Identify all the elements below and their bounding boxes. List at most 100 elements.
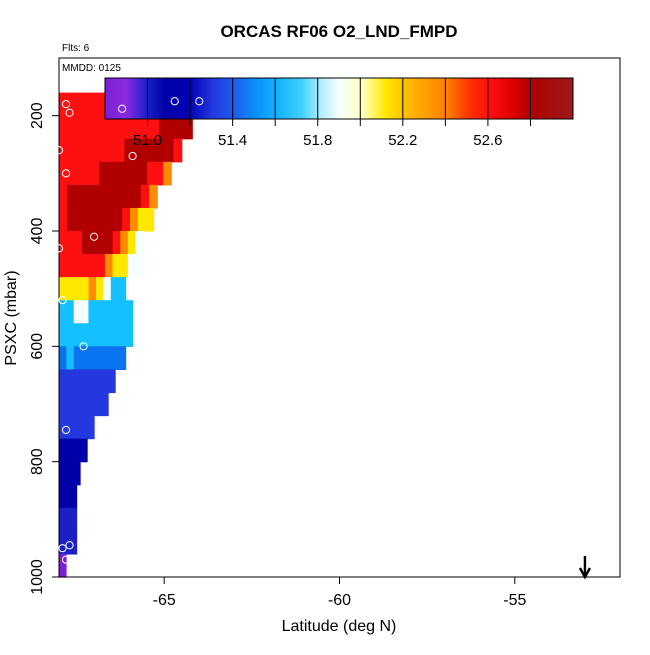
x-tick-label: -65 (153, 592, 176, 609)
heatmap-cell (96, 277, 105, 301)
heatmap-cell (101, 369, 109, 394)
heatmap-cell (110, 277, 119, 301)
flights-annotation: Flts: 6 (62, 43, 90, 54)
heatmap-cell (108, 115, 118, 140)
heatmap-cell (95, 300, 104, 324)
heatmap-cell (66, 207, 76, 232)
heatmap-cell (59, 415, 67, 440)
arrow-head (578, 567, 591, 580)
heatmap-cell (80, 369, 88, 394)
heatmap-cell (99, 161, 108, 186)
heatmap-cell (110, 346, 119, 370)
heatmap-cell (84, 92, 95, 117)
heatmap-cell (110, 300, 119, 324)
heatmap-cell (108, 184, 117, 209)
heatmap-cell (73, 277, 82, 301)
heatmap-cell (125, 300, 134, 324)
heatmap-cell (73, 346, 82, 370)
heatmap-cell (67, 115, 77, 140)
x-tick-label: -55 (503, 592, 526, 609)
heatmap-cell (150, 115, 160, 140)
heatmap-cell (97, 231, 106, 255)
heatmap-cell (117, 323, 126, 347)
heatmap-cell (120, 254, 129, 278)
heatmap-cell (81, 231, 91, 255)
heatmap-cell (83, 161, 92, 186)
heatmap-cell (131, 161, 140, 186)
heatmap-cell (157, 138, 166, 163)
heatmap-cell (59, 254, 68, 278)
heatmap-cell (83, 115, 93, 140)
observation-point (89, 232, 99, 241)
heatmap-cell (133, 115, 143, 140)
heatmap-cell (95, 323, 104, 347)
heatmap-cell (59, 138, 68, 163)
observation-point (58, 544, 67, 553)
heatmap-cell (135, 254, 144, 278)
heatmap-cell (59, 207, 68, 232)
heatmap-cell (67, 161, 76, 186)
heatmap-cell (59, 438, 67, 463)
heatmap-cell (67, 484, 78, 509)
heatmap-cell (75, 115, 85, 140)
heatmap-cell (67, 507, 78, 532)
observation-point (170, 97, 179, 106)
heatmap-cell (81, 346, 90, 370)
heatmap-cell (66, 323, 75, 347)
observation-point (58, 296, 67, 305)
observation-point (118, 104, 127, 113)
y-tick-label: 400 (29, 218, 46, 245)
heatmap-cell (118, 277, 127, 301)
heatmap-cell (97, 254, 106, 278)
heatmap-cell (59, 392, 67, 417)
date-annotation: MMDD: 0125 (62, 63, 121, 74)
heatmap-cell (73, 415, 81, 440)
heatmap-cell (89, 231, 98, 255)
heatmap-cell (125, 323, 134, 347)
heatmap-cell (88, 277, 97, 301)
heatmap-cell (98, 207, 107, 232)
heatmap-cell (76, 92, 86, 117)
heatmap-cell (88, 300, 97, 324)
heatmap-cell (67, 138, 76, 163)
heatmap-cell (59, 115, 68, 140)
y-tick-label: 1000 (29, 559, 46, 595)
observation-point (61, 100, 71, 109)
colorbar-tick-label: 51.0 (133, 132, 162, 149)
colorbar-gradient (104, 77, 574, 120)
heatmap-cell (73, 438, 81, 463)
y-axis-label: PSXC (mbar) (3, 270, 20, 365)
heatmap-cell (112, 231, 121, 255)
heatmap-cell (59, 530, 69, 555)
observation-points (54, 97, 204, 564)
heatmap-cell (124, 138, 134, 163)
heatmap-cell (59, 92, 69, 117)
heatmap-cell (80, 392, 88, 417)
heatmap-cell (59, 277, 67, 301)
heatmap-cell (142, 115, 152, 140)
heatmap-cell (99, 184, 109, 209)
x-axis: -65 -60 -55 (153, 577, 526, 609)
colorbar-tick-label: 52.2 (388, 132, 417, 149)
observation-point (128, 151, 137, 161)
heatmap-cell (148, 138, 158, 163)
heatmap-cell (99, 138, 109, 163)
heatmap-cell (158, 115, 168, 140)
heatmap-cell (91, 161, 100, 186)
heatmap-cell (59, 553, 67, 578)
heatmap-cell (73, 392, 81, 417)
colorbar-tick-label: 51.8 (303, 132, 332, 149)
heatmap-cell (59, 484, 69, 509)
heatmap-cell (66, 231, 75, 255)
y-axis: 200 400 600 800 1000 (29, 102, 59, 595)
heatmap-cell (73, 323, 82, 347)
heatmap-cell (59, 507, 69, 532)
x-axis-label: Latitude (deg N) (282, 618, 397, 635)
heatmap-cell (148, 184, 158, 209)
heatmap-cell (140, 138, 150, 163)
heatmap-cell (132, 184, 142, 209)
observation-point (65, 541, 74, 550)
observation-point (54, 146, 64, 155)
y-tick-label: 800 (29, 448, 46, 475)
